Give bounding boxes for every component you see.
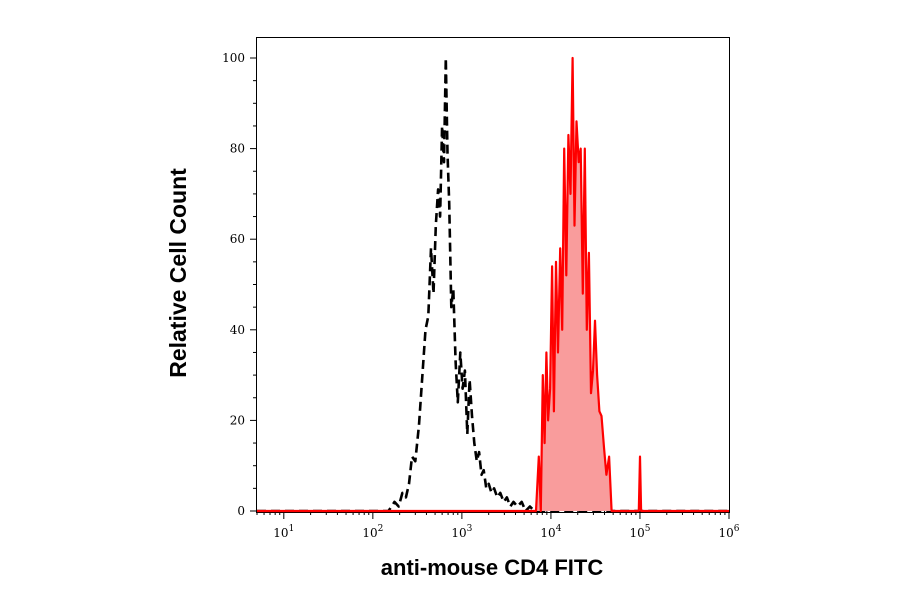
y-tick-label: 20 bbox=[230, 413, 245, 427]
x-tick-label: 105 bbox=[629, 524, 650, 540]
series-layer bbox=[257, 56, 729, 513]
x-tick-label: 102 bbox=[362, 524, 383, 540]
series-1-line bbox=[257, 56, 729, 513]
y-axis: 0 20 40 60 80 100 bbox=[222, 51, 257, 518]
x-tick-label: 101 bbox=[273, 524, 294, 540]
x-tick-label: 104 bbox=[540, 524, 561, 540]
plot-area-frame bbox=[256, 37, 730, 513]
y-tick-label: 100 bbox=[222, 51, 245, 65]
x-axis: 101 102 103 104 105 106 bbox=[273, 511, 740, 540]
minor-ticks bbox=[253, 80, 726, 515]
series-0-line bbox=[257, 56, 729, 513]
y-axis-title: Relative Cell Count bbox=[165, 168, 191, 378]
y-tick-label: 40 bbox=[230, 323, 245, 337]
series-1-fill bbox=[257, 58, 729, 511]
x-tick-label: 106 bbox=[718, 524, 739, 540]
x-tick-label: 103 bbox=[451, 524, 472, 540]
x-axis-title: anti-mouse CD4 FITC bbox=[381, 555, 604, 580]
y-tick-label: 60 bbox=[230, 232, 245, 246]
y-tick-label: 0 bbox=[237, 504, 245, 518]
y-tick-label: 80 bbox=[230, 142, 245, 156]
